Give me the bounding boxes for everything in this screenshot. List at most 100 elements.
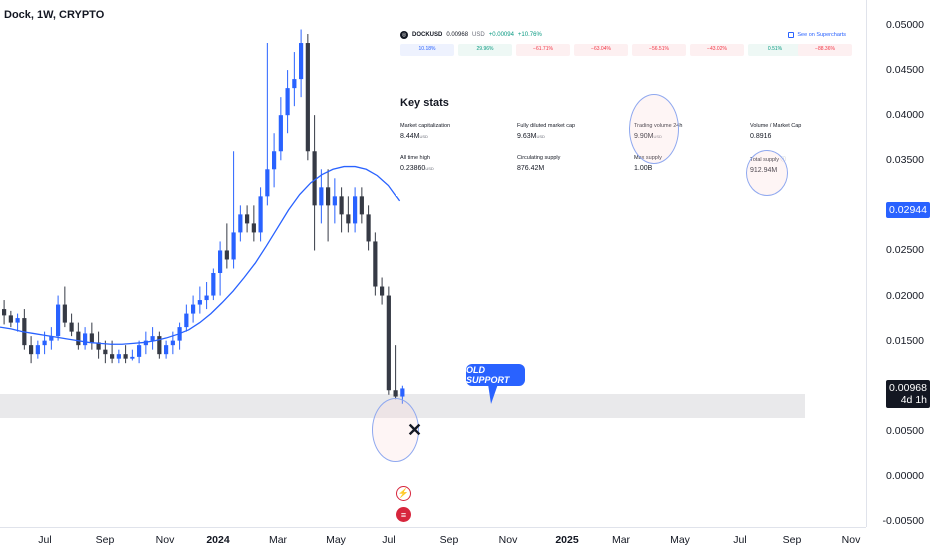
symbol-change-pct: +10.76% (517, 32, 542, 38)
see-on-supercharts-link[interactable]: See on Supercharts (788, 32, 846, 38)
time-tick: Jul (38, 534, 52, 546)
candle-body[interactable] (137, 345, 142, 357)
highlight-circle-low[interactable] (372, 398, 419, 462)
candle-body[interactable] (49, 336, 54, 341)
candle-body[interactable] (110, 354, 115, 359)
candle-body[interactable] (332, 196, 337, 206)
candle-body[interactable] (366, 214, 371, 242)
candle-body[interactable] (35, 345, 40, 355)
candle-body[interactable] (393, 390, 398, 397)
candle-body[interactable] (15, 318, 20, 323)
price-tick: 0.04000 (886, 109, 924, 121)
candle-body[interactable] (238, 214, 243, 233)
ma-price-badge: 0.02944 (886, 202, 930, 218)
perf-cell[interactable]: 29.96% (458, 44, 512, 56)
candle-body[interactable] (272, 151, 277, 170)
time-tick: Sep (95, 534, 115, 546)
candle-body[interactable] (326, 187, 331, 206)
candle-body[interactable] (278, 115, 283, 152)
perf-cell[interactable]: −61.71% (516, 44, 570, 56)
symbol-name: DOCKUSD (412, 32, 443, 38)
candle-body[interactable] (130, 356, 135, 359)
time-tick: Sep (782, 534, 802, 546)
candle-body[interactable] (170, 340, 175, 346)
us-flag-icon[interactable]: ≡ (396, 507, 411, 522)
candle-body[interactable] (265, 169, 270, 197)
candle-body[interactable] (29, 345, 34, 355)
key-stats-title: Key stats (400, 97, 449, 109)
candle-body[interactable] (251, 223, 256, 233)
candle-body[interactable] (211, 273, 216, 296)
candle-body[interactable] (204, 295, 209, 301)
candle-body[interactable] (359, 196, 364, 215)
candle-body[interactable] (305, 43, 310, 152)
perf-cell[interactable]: −43.02% (690, 44, 744, 56)
moving-average-line[interactable] (0, 165, 401, 345)
candle-body[interactable] (96, 342, 101, 350)
candle-body[interactable] (123, 354, 128, 359)
candle-body[interactable] (245, 214, 250, 224)
candle-body[interactable] (353, 196, 358, 224)
x-mark-icon[interactable]: ✕ (407, 420, 423, 440)
candle-body[interactable] (285, 88, 290, 116)
candle-body[interactable] (319, 187, 324, 206)
candle-body[interactable] (224, 250, 229, 260)
candle-body[interactable] (157, 336, 162, 355)
price-tick: 0.00000 (886, 470, 924, 482)
candle-body[interactable] (339, 196, 344, 215)
time-axis[interactable]: Jul Sep Nov 2024 Mar May Jul Sep Nov 202… (0, 527, 866, 550)
highlight-circle-supply[interactable] (746, 150, 788, 196)
candle-body[interactable] (103, 349, 108, 355)
candle-body[interactable] (197, 300, 202, 305)
perf-cell[interactable]: 0.51% (748, 44, 802, 56)
price-tick: 0.05000 (886, 19, 924, 31)
price-axis[interactable]: 0.05000 0.04500 0.04000 0.03500 0.02500 … (866, 0, 932, 527)
symbol-price: 0.00968 (446, 32, 469, 38)
candle-body[interactable] (231, 232, 236, 260)
candle-body[interactable] (69, 322, 74, 332)
time-tick: Nov (841, 534, 861, 546)
candle-body[interactable] (89, 333, 94, 343)
candle-body[interactable] (373, 241, 378, 287)
candle-body[interactable] (164, 345, 169, 355)
candle-body[interactable] (8, 315, 13, 323)
perf-cell[interactable]: −63.04% (574, 44, 628, 56)
candle-body[interactable] (258, 196, 263, 233)
highlight-circle-volume[interactable] (629, 94, 679, 164)
candle-body[interactable] (218, 250, 223, 273)
candle-body[interactable] (83, 333, 88, 346)
stat-circulating-supply: Circulating supply 876.42M (517, 155, 560, 172)
key-stats-panel: ◎ DOCKUSD 0.00968 USD +0.00094 +10.76% S… (396, 26, 862, 196)
candle-body[interactable] (400, 388, 405, 397)
perf-cell[interactable]: −88.36% (798, 44, 852, 56)
candle-body[interactable] (150, 336, 155, 341)
candle-body[interactable] (116, 354, 121, 359)
chart-area[interactable]: Dock, 1W, CRYPTO ✕ OLD SUPPORT ⚡ ≡ ◎ DOC… (0, 0, 866, 527)
stat-all-time-high: All time high 0.23860USD (400, 155, 434, 172)
candlestick-series (0, 29, 405, 404)
old-support-callout[interactable]: OLD SUPPORT (466, 364, 525, 386)
candle-body[interactable] (299, 43, 304, 80)
candle-body[interactable] (292, 79, 297, 89)
candle-body[interactable] (380, 286, 385, 296)
candle-body[interactable] (346, 214, 351, 224)
candle-body[interactable] (42, 340, 47, 346)
lightning-icon[interactable]: ⚡ (396, 486, 411, 501)
perf-cell[interactable]: −56.51% (632, 44, 686, 56)
perf-cell[interactable]: 10.18% (400, 44, 454, 56)
candle-body[interactable] (56, 304, 61, 337)
supercharts-icon (788, 32, 795, 38)
candle-body[interactable] (143, 340, 148, 346)
candle-body[interactable] (2, 309, 7, 316)
last-price: 0.00968 (889, 382, 927, 394)
candle-body[interactable] (184, 313, 189, 328)
candle-body[interactable] (62, 304, 67, 323)
candle-body[interactable] (312, 151, 317, 206)
time-tick: Mar (611, 534, 631, 546)
candle-body[interactable] (76, 331, 81, 346)
price-tick: -0.00500 (882, 515, 924, 527)
candle-body[interactable] (191, 304, 196, 314)
stat-value: 0.8916 (750, 133, 772, 140)
candle-body[interactable] (386, 295, 391, 391)
symbol-row: ◎ DOCKUSD 0.00968 USD +0.00094 +10.76% (400, 31, 542, 39)
